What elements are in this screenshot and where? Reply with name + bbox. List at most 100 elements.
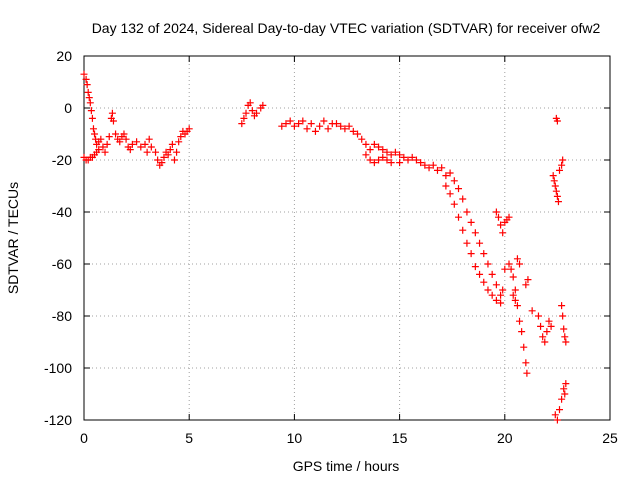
y-tick-label: 20 xyxy=(56,48,72,64)
data-point xyxy=(484,260,492,268)
data-point xyxy=(459,195,467,203)
data-point xyxy=(513,255,521,263)
data-point xyxy=(442,182,450,190)
x-tick-label: 10 xyxy=(287,430,303,446)
data-point xyxy=(173,148,181,156)
data-point xyxy=(295,120,303,128)
data-point xyxy=(523,369,531,377)
data-point xyxy=(311,127,319,135)
data-point xyxy=(552,187,560,195)
data-point xyxy=(89,125,97,133)
data-point xyxy=(82,75,90,83)
data-point xyxy=(446,190,454,198)
x-tick-label: 20 xyxy=(497,430,513,446)
data-point xyxy=(164,151,172,159)
data-point xyxy=(549,172,557,180)
plot-frame xyxy=(83,55,611,421)
data-point xyxy=(387,151,395,159)
data-point xyxy=(518,328,526,336)
data-point xyxy=(505,213,513,221)
data-point xyxy=(83,81,91,89)
data-point xyxy=(109,117,117,125)
data-point xyxy=(551,411,559,419)
axis-ticks: 0 5 10 15 20 25 20 0 -20 -40 -60 -80 -100 -120 xyxy=(44,48,618,446)
data-point xyxy=(154,156,162,164)
data-point xyxy=(99,143,107,151)
data-point xyxy=(467,250,475,258)
data-point xyxy=(480,278,488,286)
data-point xyxy=(501,265,509,273)
data-point xyxy=(87,107,95,115)
data-point xyxy=(103,140,111,148)
data-point xyxy=(387,159,395,167)
y-tick-label: -20 xyxy=(52,152,72,168)
data-point xyxy=(160,153,168,161)
chart-title: Day 132 of 2024, Sidereal Day-to-day VTE… xyxy=(92,20,601,36)
data-point xyxy=(492,296,500,304)
data-point xyxy=(345,122,353,130)
data-point xyxy=(558,302,566,310)
data-point xyxy=(558,395,566,403)
data-point xyxy=(505,260,513,268)
data-point xyxy=(497,221,505,229)
data-point xyxy=(553,117,561,125)
y-tick-label: -80 xyxy=(52,308,72,324)
data-point xyxy=(463,208,471,216)
data-point xyxy=(85,94,93,102)
data-point xyxy=(320,117,328,125)
data-point xyxy=(509,291,517,299)
data-point xyxy=(537,322,545,330)
data-point xyxy=(551,182,559,190)
grid-lines xyxy=(84,56,610,420)
data-point xyxy=(560,385,568,393)
data-point xyxy=(383,148,391,156)
data-point xyxy=(143,148,151,156)
data-point xyxy=(112,130,120,138)
data-point xyxy=(459,226,467,234)
data-point xyxy=(122,135,130,143)
data-point xyxy=(145,135,153,143)
x-tick-label: 15 xyxy=(392,430,408,446)
data-point xyxy=(141,140,149,148)
data-point xyxy=(528,307,536,315)
data-point xyxy=(133,138,141,146)
data-point xyxy=(126,146,134,154)
data-point xyxy=(278,122,286,130)
data-point xyxy=(562,380,570,388)
data-point xyxy=(553,192,561,200)
data-point xyxy=(561,333,569,341)
data-point xyxy=(240,114,248,122)
data-point xyxy=(561,390,569,398)
data-point xyxy=(290,122,298,130)
data-point xyxy=(412,156,420,164)
data-point xyxy=(80,70,88,78)
data-point xyxy=(383,156,391,164)
data-point xyxy=(177,133,185,141)
data-point xyxy=(547,322,555,330)
data-point xyxy=(349,127,357,135)
data-point xyxy=(455,213,463,221)
data-point xyxy=(499,229,507,237)
data-point xyxy=(442,172,450,180)
data-point xyxy=(324,125,332,133)
data-point xyxy=(282,120,290,128)
data-point xyxy=(286,117,294,125)
data-point xyxy=(494,213,502,221)
data-point xyxy=(541,338,549,346)
data-point xyxy=(370,159,378,167)
data-point xyxy=(545,317,553,325)
data-point xyxy=(425,164,433,172)
data-point xyxy=(471,263,479,271)
data-point xyxy=(259,101,267,109)
data-point xyxy=(513,302,521,310)
data-point xyxy=(362,151,370,159)
data-point xyxy=(484,286,492,294)
data-point xyxy=(366,146,374,154)
data-points xyxy=(80,70,570,424)
data-point xyxy=(450,177,458,185)
data-point xyxy=(400,153,408,161)
data-point xyxy=(396,151,404,159)
y-tick-label: -40 xyxy=(52,204,72,220)
data-point xyxy=(421,161,429,169)
